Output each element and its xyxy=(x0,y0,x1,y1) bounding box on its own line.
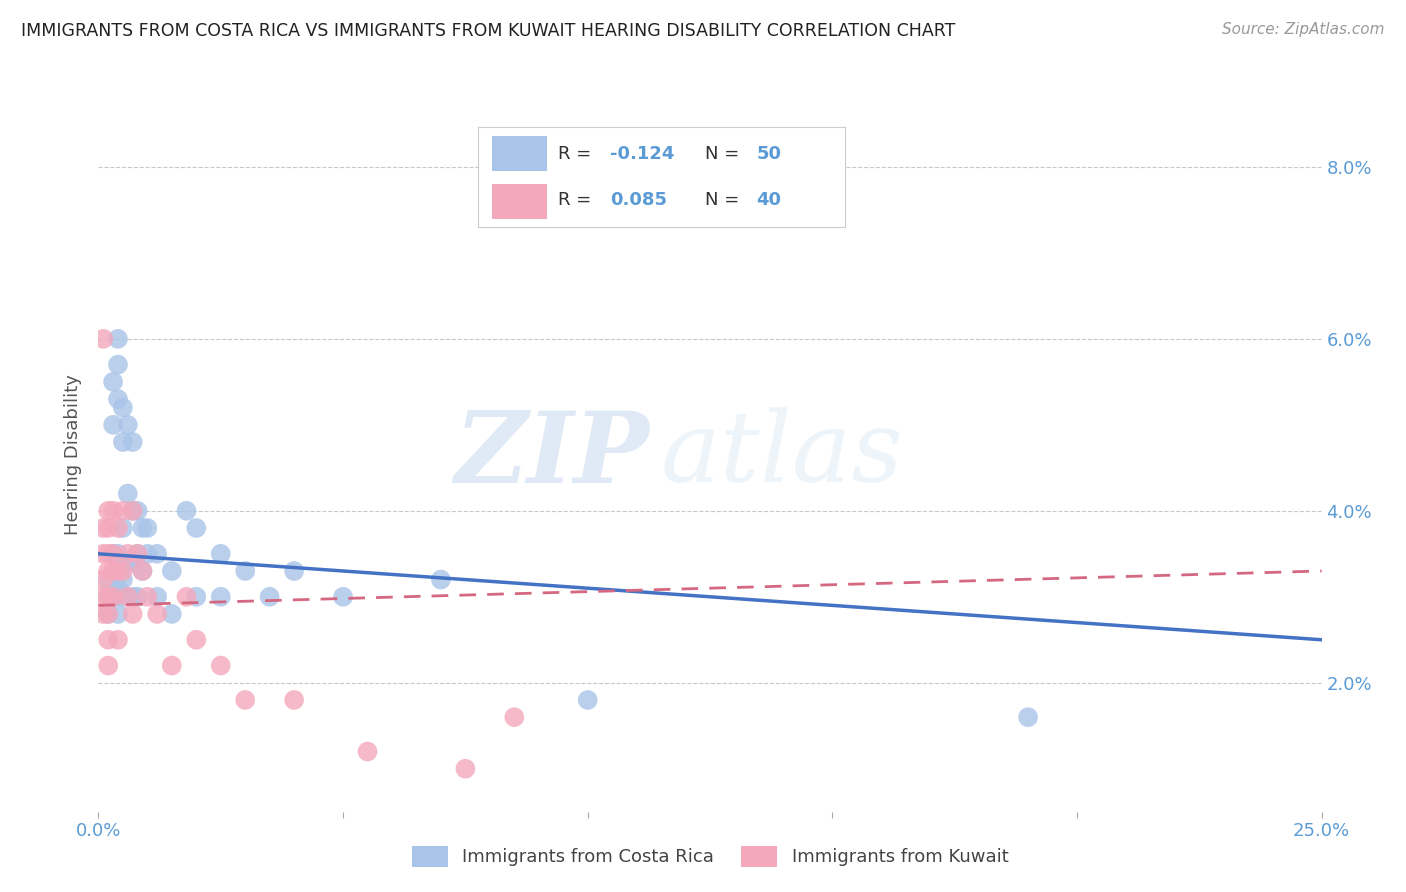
Point xyxy=(101,504,124,518)
Point xyxy=(136,547,159,561)
Point xyxy=(111,435,134,450)
Text: ZIP: ZIP xyxy=(454,407,650,503)
Point xyxy=(107,392,129,406)
Point xyxy=(97,658,120,673)
Point xyxy=(160,607,183,621)
Point xyxy=(131,564,153,578)
Point xyxy=(121,607,143,621)
Point xyxy=(186,590,208,604)
Point xyxy=(127,547,149,561)
Point xyxy=(121,504,143,518)
Point xyxy=(107,581,129,595)
Y-axis label: Hearing Disability: Hearing Disability xyxy=(65,375,83,535)
Point xyxy=(97,607,120,621)
Point xyxy=(121,590,143,604)
Point xyxy=(176,590,198,604)
Point xyxy=(91,332,114,346)
Point xyxy=(97,607,120,621)
Point xyxy=(259,590,281,604)
Point xyxy=(454,762,477,776)
Point xyxy=(97,547,120,561)
Point xyxy=(209,590,232,604)
Point xyxy=(107,547,129,561)
Point xyxy=(107,332,129,346)
Point xyxy=(101,564,124,578)
Point xyxy=(233,564,256,578)
Point xyxy=(111,564,134,578)
Point xyxy=(101,547,124,561)
Point xyxy=(209,658,232,673)
Point xyxy=(101,590,124,604)
Point xyxy=(101,375,124,389)
Point xyxy=(101,547,124,561)
Point xyxy=(146,607,169,621)
Point xyxy=(160,658,183,673)
Point xyxy=(117,547,139,561)
Point xyxy=(107,521,129,535)
Point xyxy=(117,417,139,432)
Point xyxy=(91,547,114,561)
Point xyxy=(91,521,114,535)
Point xyxy=(97,590,120,604)
Text: atlas: atlas xyxy=(661,408,904,502)
Point xyxy=(146,547,169,561)
Legend: Immigrants from Costa Rica, Immigrants from Kuwait: Immigrants from Costa Rica, Immigrants f… xyxy=(405,838,1015,874)
Point xyxy=(136,521,159,535)
Point xyxy=(283,693,305,707)
Point xyxy=(97,521,120,535)
Point xyxy=(107,564,129,578)
Point xyxy=(131,521,153,535)
Point xyxy=(97,573,120,587)
Point xyxy=(136,590,159,604)
Point xyxy=(1017,710,1039,724)
Point xyxy=(131,564,153,578)
Point xyxy=(127,590,149,604)
Point xyxy=(111,504,134,518)
Point xyxy=(233,693,256,707)
Point xyxy=(117,590,139,604)
Point xyxy=(117,555,139,569)
Point xyxy=(101,417,124,432)
Point xyxy=(91,607,114,621)
Point xyxy=(111,590,134,604)
Point xyxy=(91,590,114,604)
Point xyxy=(356,745,378,759)
Point xyxy=(117,486,139,500)
Point xyxy=(430,573,453,587)
Point xyxy=(121,435,143,450)
Point xyxy=(111,401,134,415)
Point xyxy=(146,590,169,604)
Point xyxy=(186,632,208,647)
Point xyxy=(97,504,120,518)
Point xyxy=(186,521,208,535)
Point xyxy=(503,710,526,724)
Point xyxy=(283,564,305,578)
Point xyxy=(332,590,354,604)
Point xyxy=(121,504,143,518)
Point xyxy=(111,521,134,535)
Point xyxy=(107,564,129,578)
Point xyxy=(107,607,129,621)
Point xyxy=(107,358,129,372)
Point xyxy=(97,564,120,578)
Text: IMMIGRANTS FROM COSTA RICA VS IMMIGRANTS FROM KUWAIT HEARING DISABILITY CORRELAT: IMMIGRANTS FROM COSTA RICA VS IMMIGRANTS… xyxy=(21,22,956,40)
Point xyxy=(127,547,149,561)
Point xyxy=(111,555,134,569)
Point xyxy=(97,590,120,604)
Text: Source: ZipAtlas.com: Source: ZipAtlas.com xyxy=(1222,22,1385,37)
Point xyxy=(121,555,143,569)
Point xyxy=(160,564,183,578)
Point xyxy=(127,504,149,518)
Point xyxy=(107,632,129,647)
Point xyxy=(209,547,232,561)
Point xyxy=(576,693,599,707)
Point xyxy=(111,573,134,587)
Point xyxy=(176,504,198,518)
Point xyxy=(97,632,120,647)
Point xyxy=(101,590,124,604)
Point xyxy=(91,573,114,587)
